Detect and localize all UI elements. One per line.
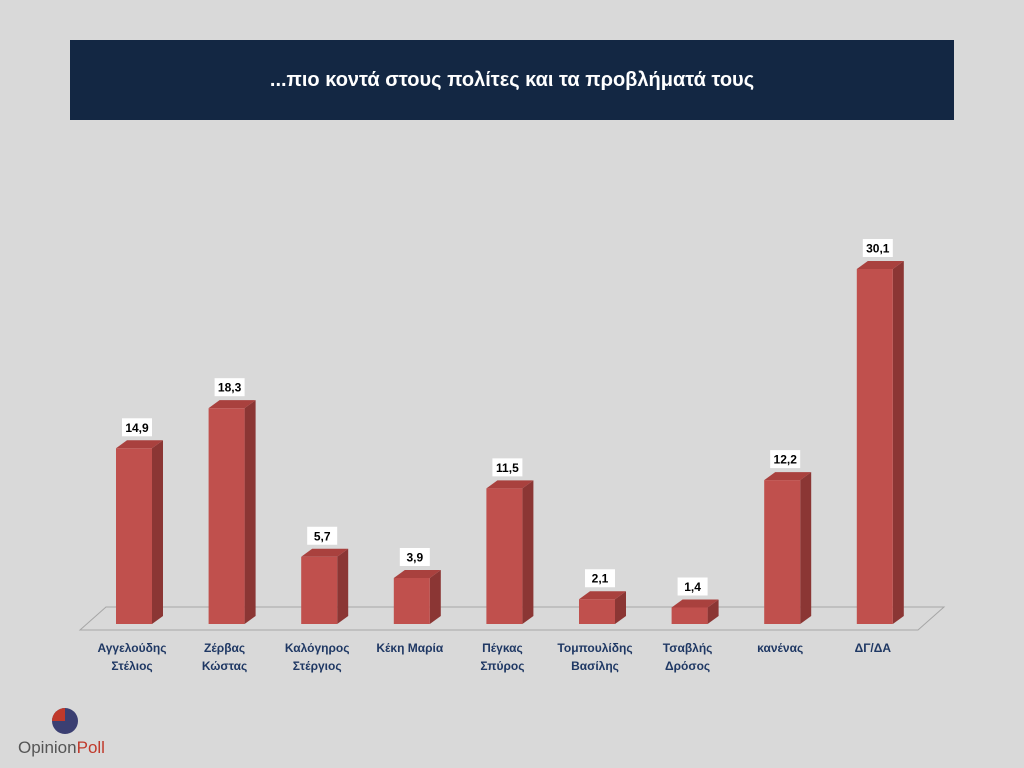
bar-side-2 <box>244 400 256 624</box>
data-label-box-5 <box>492 458 523 477</box>
logo-text: OpinionPoll <box>18 738 105 758</box>
data-label-5: 11,5 <box>496 461 519 475</box>
bar-side-8 <box>800 472 812 624</box>
bar-top-9 <box>856 261 904 269</box>
data-label-box-4 <box>399 548 430 567</box>
bar-side-7 <box>707 599 719 624</box>
tick-label-5-2: Σπύρος <box>480 659 524 673</box>
bar-4 <box>393 578 430 624</box>
logo-text-opinion: Opinion <box>18 738 77 757</box>
tick-label-5-1: Πέγκας <box>482 641 523 655</box>
data-label-7: 1,4 <box>684 580 701 594</box>
tick-label-7-2: Δρόσος <box>665 659 710 673</box>
bar-side-1 <box>152 440 163 624</box>
tick-label-3-2: Στέργιος <box>293 659 342 673</box>
data-label-box-8 <box>770 450 801 469</box>
tick-label-4-1: Κέκη Μαρία <box>376 641 444 655</box>
bar-top-4 <box>393 570 441 579</box>
bar-8 <box>764 480 801 624</box>
data-label-8: 12,2 <box>774 453 798 467</box>
logo-circle-icon <box>52 708 78 734</box>
data-label-box-1 <box>122 418 152 437</box>
bar-top-3 <box>301 548 349 557</box>
data-label-1: 14,9 <box>125 421 149 435</box>
tick-label-6-2: Βασίλης <box>571 659 619 673</box>
data-label-box-3 <box>307 526 338 545</box>
tick-label-1-2: Στέλιος <box>111 659 152 673</box>
opinionpoll-logo: OpinionPoll <box>18 706 138 762</box>
bar-3 <box>301 556 338 624</box>
tick-label-2-2: Κώστας <box>202 659 247 673</box>
bar-chart: 14,9 Αγγελούδης Στέλιος 18,3 Ζέρβας Κώστας 5,7… <box>78 239 946 673</box>
bar-side-4 <box>429 570 441 624</box>
tick-label-7-1: Τσαβλής <box>663 641 713 655</box>
bar-side-5 <box>522 480 534 624</box>
data-label-box-2 <box>214 378 245 397</box>
bar-side-9 <box>892 261 904 624</box>
data-label-box-6 <box>585 569 615 588</box>
bar-top-5 <box>486 480 534 489</box>
bar-top-8 <box>764 472 812 481</box>
data-label-3: 5,7 <box>314 529 331 543</box>
bar-top-1 <box>116 440 163 449</box>
bar-6 <box>579 599 615 624</box>
title-banner: ...πιο κοντά στους πολίτες και τα προβλή… <box>70 40 954 120</box>
tick-label-3-1: Καλόγηρος <box>285 641 350 655</box>
bar-side-3 <box>337 548 349 624</box>
tick-label-6-1: Τομπουλίδης <box>557 641 632 655</box>
tick-label-8-1: κανένας <box>757 641 803 655</box>
bar-9 <box>856 269 893 624</box>
tick-label-1-1: Αγγελούδης <box>98 641 167 655</box>
bar-top-6 <box>579 591 626 600</box>
data-label-4: 3,9 <box>406 551 423 565</box>
data-label-2: 18,3 <box>218 381 242 395</box>
data-label-box-7 <box>677 577 708 596</box>
logo-text-poll: Poll <box>76 738 105 757</box>
bar-side-6 <box>615 591 626 624</box>
bar-1 <box>116 448 152 624</box>
bar-top-2 <box>208 400 256 409</box>
bar-5 <box>486 488 523 624</box>
data-label-6: 2,1 <box>592 572 609 586</box>
tick-label-2-1: Ζέρβας <box>204 641 245 655</box>
bar-7 <box>671 607 708 624</box>
chart-title: ...πιο κοντά στους πολίτες και τα προβλή… <box>269 68 755 91</box>
bar-2 <box>208 408 245 624</box>
tick-label-9-1: ΔΓ/ΔΑ <box>855 641 892 655</box>
data-label-box-9 <box>862 239 893 257</box>
bar-top-7 <box>671 599 719 608</box>
data-label-9: 30,1 <box>866 242 890 256</box>
